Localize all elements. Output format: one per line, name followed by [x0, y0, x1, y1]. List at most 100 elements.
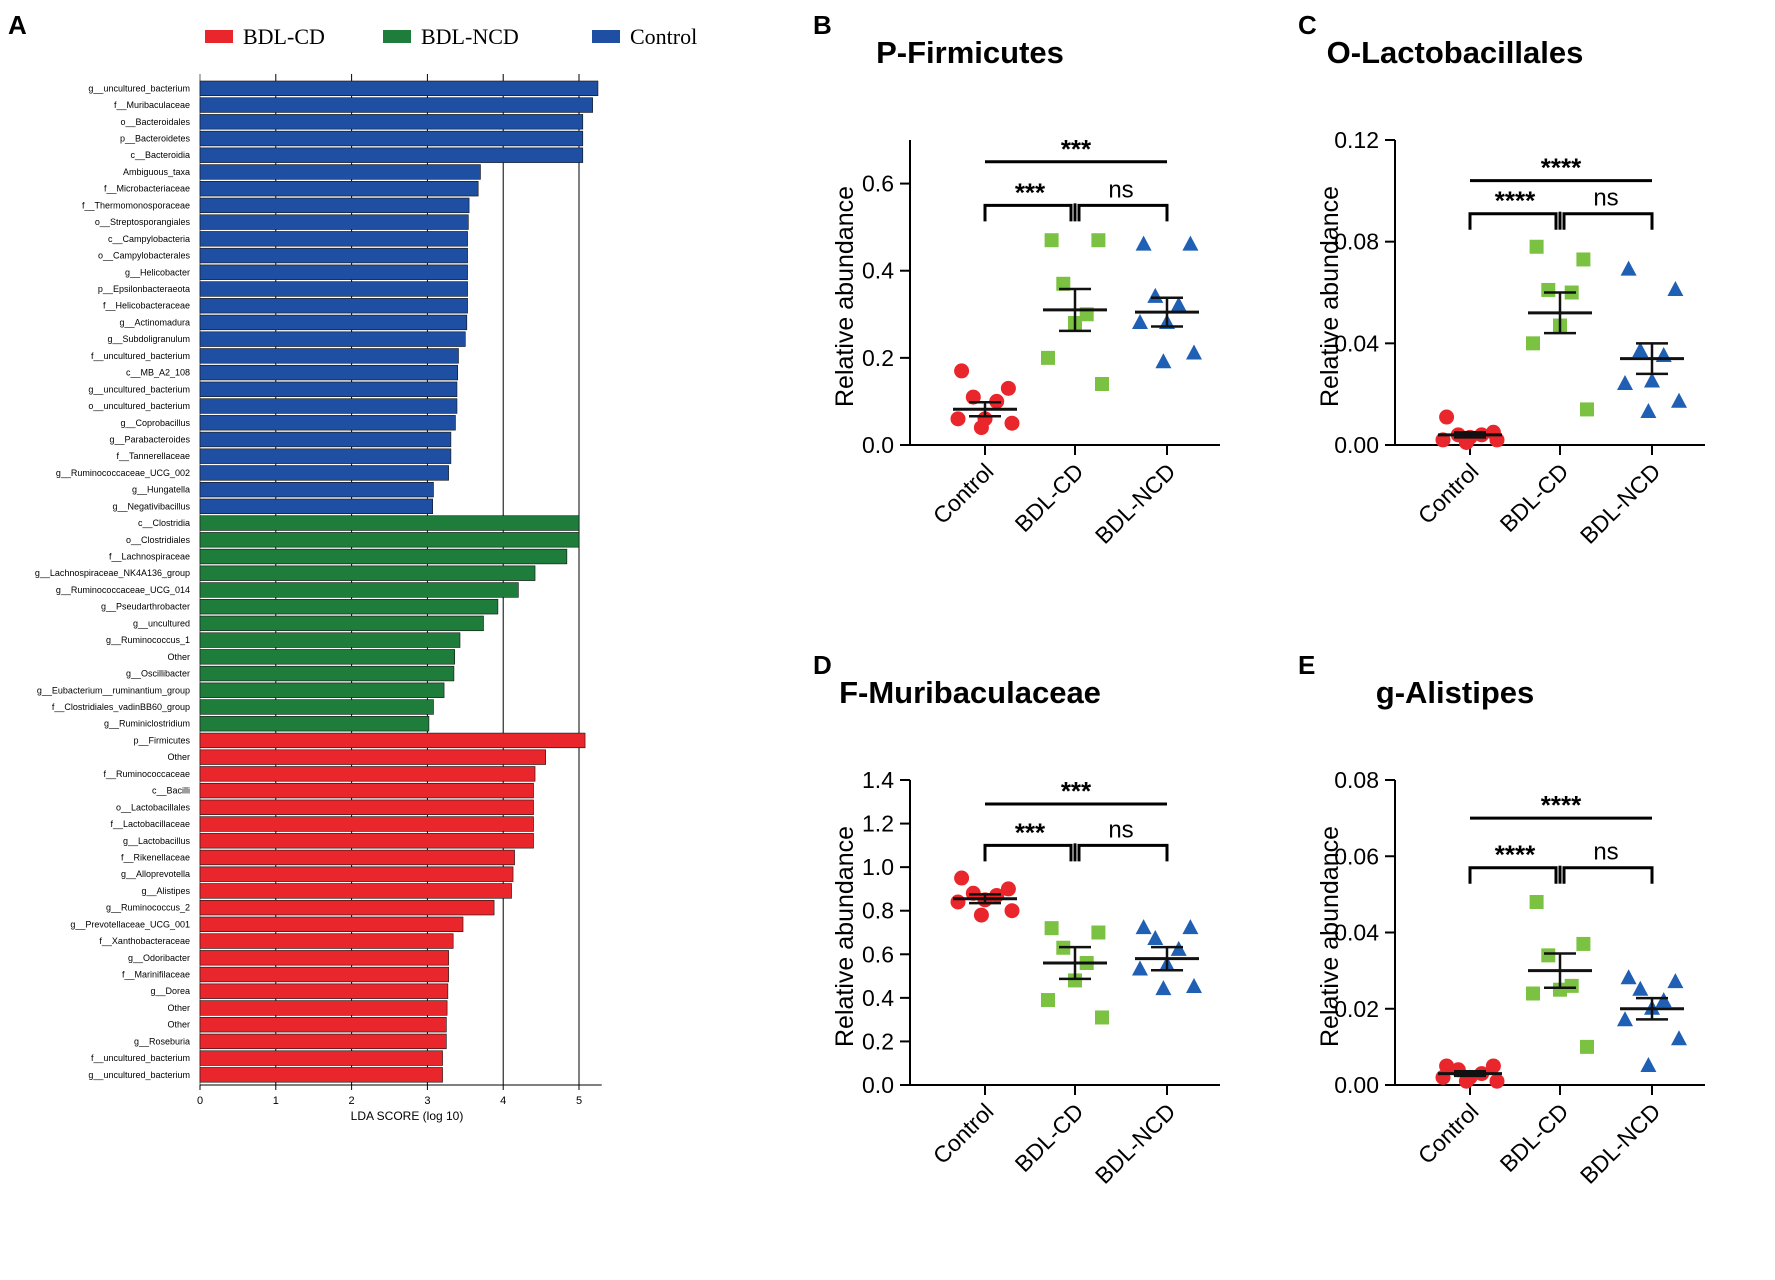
significance-label: ***: [1061, 134, 1092, 164]
significance-label: ****: [1495, 186, 1536, 216]
x-tick-label: 2: [349, 1095, 355, 1107]
y-tick-label: 0.04: [1334, 920, 1379, 946]
lda-bar: [199, 1033, 447, 1050]
data-point: [1186, 344, 1202, 360]
taxon-label: g__Ruminiclostridium: [104, 719, 190, 729]
taxon-label: g__uncultured: [133, 618, 190, 628]
taxon-label: f__Thermomonosporaceae: [82, 200, 190, 210]
significance-label: ns: [1593, 185, 1618, 212]
y-tick-label: 0.12: [1334, 127, 1379, 153]
taxon-label: g__Subdoligranulum: [107, 334, 190, 344]
panel-label: B: [813, 10, 832, 40]
lda-bar: [199, 632, 461, 648]
chart-title: O-Lactobacillales: [1327, 35, 1584, 70]
y-tick-label: 0.02: [1334, 996, 1379, 1022]
data-point: [1155, 980, 1172, 996]
scatter-chart-svg: C O-Lactobacillales 0.00 0.04 0.08 0.12 Relati…: [1298, 10, 1705, 549]
lda-bar: [199, 481, 434, 498]
panel-label: D: [813, 650, 832, 680]
y-tick-label: 1.2: [862, 811, 894, 837]
y-tick-label: 0.00: [1334, 1072, 1379, 1098]
data-point: [1004, 903, 1020, 919]
lda-bar: [199, 732, 586, 749]
lda-bar: [199, 381, 458, 397]
data-point: [1644, 372, 1660, 388]
taxon-label: g__Prevotellaceae_UCG_001: [70, 919, 190, 929]
x-tick-label: BDL-CD: [1495, 1098, 1574, 1177]
y-tick-label: 0.6: [862, 941, 894, 967]
lda-bar: [199, 281, 468, 297]
x-tick-label: Control: [928, 458, 999, 529]
data-point: [954, 363, 970, 379]
lda-bar: [199, 498, 434, 515]
lda-bar: [199, 298, 468, 314]
taxon-label: f__Ruminococcaceae: [103, 769, 190, 779]
taxon-label: g__Negativibacillus: [112, 501, 190, 511]
y-tick-label: 0.2: [862, 345, 894, 371]
data-point: [1576, 936, 1591, 951]
y-tick-label: 0.4: [862, 258, 894, 284]
significance-label: ***: [1015, 817, 1046, 847]
lda-bar: [199, 966, 449, 983]
x-tick-label: BDL-NCD: [1090, 458, 1181, 549]
lda-bar: [199, 699, 434, 715]
lda-bar: [199, 1067, 443, 1083]
data-point: [1170, 940, 1187, 956]
significance-label: ***: [1061, 776, 1092, 806]
significance-label: ****: [1495, 840, 1536, 870]
lda-bar: [199, 247, 468, 264]
lda-bar: [199, 97, 593, 113]
data-point: [1576, 252, 1591, 267]
chart-title: P-Firmicutes: [876, 35, 1064, 70]
lda-bar: [199, 130, 584, 147]
x-tick-label: BDL-CD: [1495, 458, 1574, 537]
data-point: [973, 420, 989, 436]
lda-bar: [199, 415, 456, 431]
taxon-label: g__Helicobacter: [125, 267, 190, 277]
significance-bracket: [1468, 212, 1558, 230]
lda-bar: [199, 682, 445, 698]
data-point: [1135, 235, 1152, 251]
y-axis-title: Relative abundance: [1316, 186, 1344, 407]
data-point: [1044, 233, 1059, 248]
y-tick-label: 0.06: [1334, 843, 1379, 869]
legend-swatch: [383, 30, 411, 43]
data-point: [1564, 978, 1579, 993]
x-tick-label: BDL-NCD: [1575, 458, 1666, 549]
x-tick-label: 1: [273, 1095, 279, 1107]
data-point: [1580, 1039, 1594, 1054]
data-point: [1439, 409, 1455, 425]
lda-bar: [199, 816, 534, 832]
significance-label: ns: [1593, 839, 1618, 866]
lda-bar: [199, 364, 459, 381]
data-point: [1095, 1010, 1109, 1025]
data-point: [1667, 280, 1684, 296]
legend-swatch: [205, 30, 233, 43]
data-point: [954, 870, 970, 886]
taxon-label: Other: [167, 652, 190, 662]
lda-bar: [199, 599, 499, 615]
data-point: [950, 411, 966, 427]
significance-bracket: [1562, 866, 1654, 884]
legend-swatch: [592, 30, 620, 43]
data-point: [1091, 233, 1106, 248]
taxon-label: o__Bacteroidales: [120, 117, 190, 127]
significance-label: ***: [1015, 177, 1046, 207]
lda-bar: [199, 766, 536, 782]
taxon-label: g__Dorea: [150, 986, 190, 996]
data-point: [1526, 336, 1540, 351]
x-tick-label: Control: [1413, 458, 1484, 529]
significance-label: ns: [1108, 176, 1133, 203]
lda-bar: [199, 398, 458, 414]
taxon-label: g__Actinomadura: [119, 317, 190, 327]
lda-bar: [199, 114, 584, 130]
data-point: [1439, 1058, 1455, 1074]
data-point: [1091, 925, 1106, 940]
taxon-label: f__Rikenellaceae: [121, 852, 190, 862]
data-point: [1132, 314, 1148, 329]
lda-bar: [199, 548, 568, 565]
significance-bracket: [983, 843, 1073, 862]
lda-bar: [199, 565, 536, 581]
panel-label: A: [8, 10, 27, 40]
data-point: [1580, 402, 1594, 417]
